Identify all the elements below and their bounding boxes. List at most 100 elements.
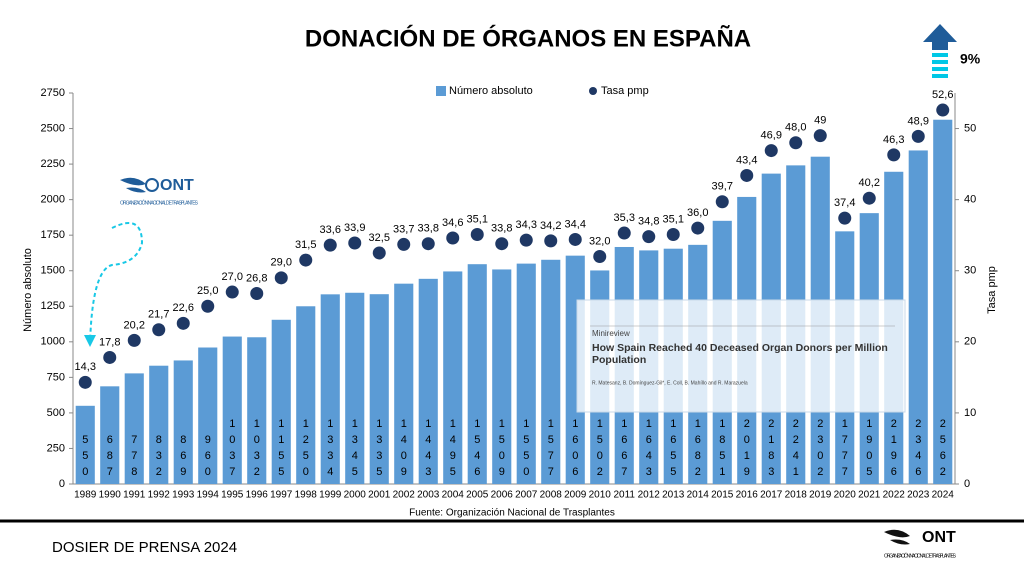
dot-value-label: 17,8	[99, 336, 120, 348]
dot-value-label: 14,3	[75, 361, 96, 373]
bar	[198, 347, 218, 484]
x-tick-label: 2007	[515, 490, 538, 501]
x-tick-label: 2018	[785, 490, 808, 501]
x-tick-label: 1994	[197, 490, 220, 501]
dot-value-label: 35,1	[467, 213, 488, 225]
dot	[250, 286, 264, 300]
x-tick-label: 1991	[123, 490, 146, 501]
x-tick-label: 2008	[540, 490, 563, 501]
bar	[149, 365, 169, 484]
dot-value-label: 32,5	[369, 232, 390, 244]
inset-authors: R. Matesanz, B. Domínguez-Gil*, E. Coll,…	[592, 380, 748, 386]
decor-arrow	[89, 222, 144, 346]
dot	[397, 237, 411, 251]
y-tick-label: 250	[47, 442, 65, 454]
y2-tick-label: 20	[964, 336, 976, 348]
dot-value-label: 22,6	[173, 302, 194, 314]
x-tick-label: 2023	[907, 490, 930, 501]
dot	[127, 333, 141, 347]
dot-value-label: 34,6	[442, 217, 463, 229]
dot	[152, 323, 166, 337]
legend-swatch	[436, 86, 446, 96]
dot	[568, 232, 582, 246]
y2-tick-label: 40	[964, 194, 976, 206]
bar	[467, 264, 487, 484]
dot	[421, 237, 435, 251]
growth-arrow	[923, 24, 957, 78]
bar	[296, 306, 316, 484]
x-tick-label: 2002	[393, 490, 416, 501]
dot	[715, 195, 729, 209]
dot-value-label: 46,3	[883, 134, 904, 146]
bar	[271, 319, 291, 484]
dot	[740, 168, 754, 182]
footer-text: DOSIER DE PRENSA 2024	[52, 539, 237, 556]
x-tick-label: 2001	[368, 490, 391, 501]
bar	[394, 283, 414, 484]
plot: 0250500750100012501500175020002250250027…	[41, 87, 977, 501]
x-tick-label: 2012	[638, 490, 661, 501]
dot	[544, 234, 558, 248]
chart-title: DONACIÓN DE ÓRGANOS EN ESPAÑA	[305, 24, 751, 52]
dot-value-label: 33,9	[344, 222, 365, 234]
y-tick-label: 1000	[41, 336, 65, 348]
x-tick-label: 2021	[858, 490, 881, 501]
dot	[225, 285, 239, 299]
dot-value-label: 48,0	[785, 122, 806, 134]
x-tick-label: 1998	[295, 490, 318, 501]
legend-label: Tasa pmp	[601, 85, 649, 97]
inset-title: How Spain Reached 40 Deceased Organ Dono…	[592, 342, 888, 366]
x-tick-label: 2016	[736, 490, 759, 501]
bar	[908, 150, 928, 484]
dot-value-label: 40,2	[859, 177, 880, 189]
x-tick-label: 2013	[662, 490, 685, 501]
y-tick-label: 1500	[41, 265, 65, 277]
dot-value-label: 33,6	[320, 224, 341, 236]
y-tick-label: 0	[59, 478, 65, 490]
legend-label: Número absoluto	[449, 85, 533, 97]
x-tick-label: 2024	[932, 490, 955, 501]
x-tick-label: 1995	[221, 490, 244, 501]
x-tick-label: 2009	[564, 490, 587, 501]
dot	[103, 350, 117, 364]
y2-tick-label: 30	[964, 265, 976, 277]
dot-value-label: 33,7	[393, 223, 414, 235]
y2-tick-label: 50	[964, 122, 976, 134]
dot	[642, 230, 656, 244]
inset-box	[576, 299, 906, 413]
y-tick-label: 500	[47, 407, 65, 419]
x-tick-label: 2011	[613, 490, 635, 501]
x-tick-label: 2000	[344, 490, 367, 501]
y-tick-label: 1250	[41, 300, 65, 312]
dot	[299, 253, 313, 267]
inset: Minireview How Spain Reached 40 Deceased…	[576, 299, 906, 413]
dot-value-label: 37,4	[834, 197, 855, 209]
footer-logo-acronym: ONT	[922, 529, 956, 546]
dot-value-label: 33,8	[491, 223, 512, 235]
dot	[446, 231, 460, 245]
x-tick-label: 1996	[246, 490, 269, 501]
dot	[348, 236, 362, 250]
dot	[372, 246, 386, 260]
x-tick-label: 1992	[148, 490, 171, 501]
dot-value-label: 43,4	[736, 154, 757, 166]
dot-value-label: 35,3	[614, 212, 635, 224]
dot	[274, 271, 288, 285]
dot-value-label: 49	[814, 115, 826, 127]
dot	[691, 221, 705, 235]
dot-value-label: 20,2	[124, 319, 145, 331]
x-tick-label: 2022	[883, 490, 906, 501]
x-tick-label: 2019	[809, 490, 832, 501]
